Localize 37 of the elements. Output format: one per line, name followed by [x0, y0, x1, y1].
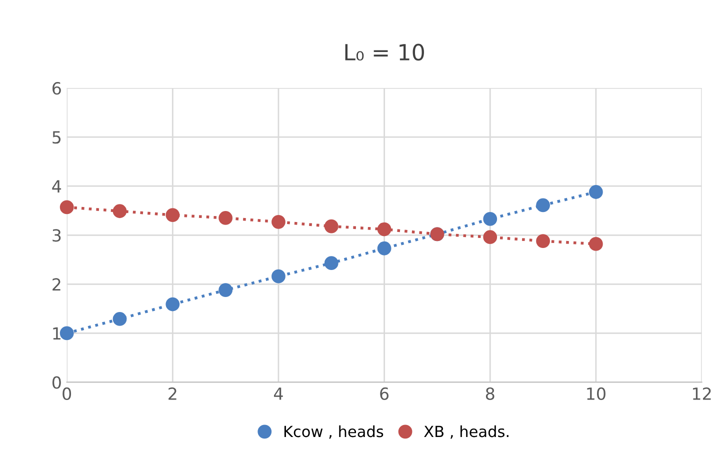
x-tick-label: 10 [587, 387, 606, 400]
point [112, 204, 127, 218]
x-tick-label: 2 [168, 387, 176, 400]
point [272, 269, 286, 284]
point [536, 234, 550, 248]
point [166, 297, 180, 312]
point [588, 185, 603, 199]
x-tick-label: 4 [274, 388, 283, 400]
point [112, 312, 127, 326]
y-tick-label: 0 [52, 376, 61, 389]
y-tick-label: 2 [52, 278, 60, 291]
legend-label: XB , heads. [424, 425, 508, 439]
point [218, 211, 233, 225]
point [377, 222, 392, 236]
point [324, 256, 338, 270]
x-tick-label: 6 [380, 387, 389, 400]
point [166, 208, 180, 222]
point [60, 200, 74, 214]
point [60, 326, 74, 340]
y-tick-label: 6 [52, 82, 61, 95]
legend-label: Kcow , heads [284, 425, 384, 439]
chart-title: L₀ = 10 [345, 44, 424, 61]
point [588, 237, 603, 251]
y-tick-label: 4 [52, 180, 62, 192]
point [218, 283, 233, 297]
x-tick-label: 0 [62, 387, 72, 400]
point [536, 198, 550, 212]
y-tick-label: 5 [52, 131, 61, 144]
point [272, 214, 286, 229]
point [483, 230, 498, 244]
point [377, 241, 392, 256]
x-tick-label: 8 [486, 387, 494, 400]
point [483, 212, 498, 226]
y-tick-label: 3 [52, 229, 61, 242]
x-tick-label: 12 [692, 387, 711, 400]
point [324, 219, 338, 234]
y-tick-label: 1 [53, 327, 60, 340]
